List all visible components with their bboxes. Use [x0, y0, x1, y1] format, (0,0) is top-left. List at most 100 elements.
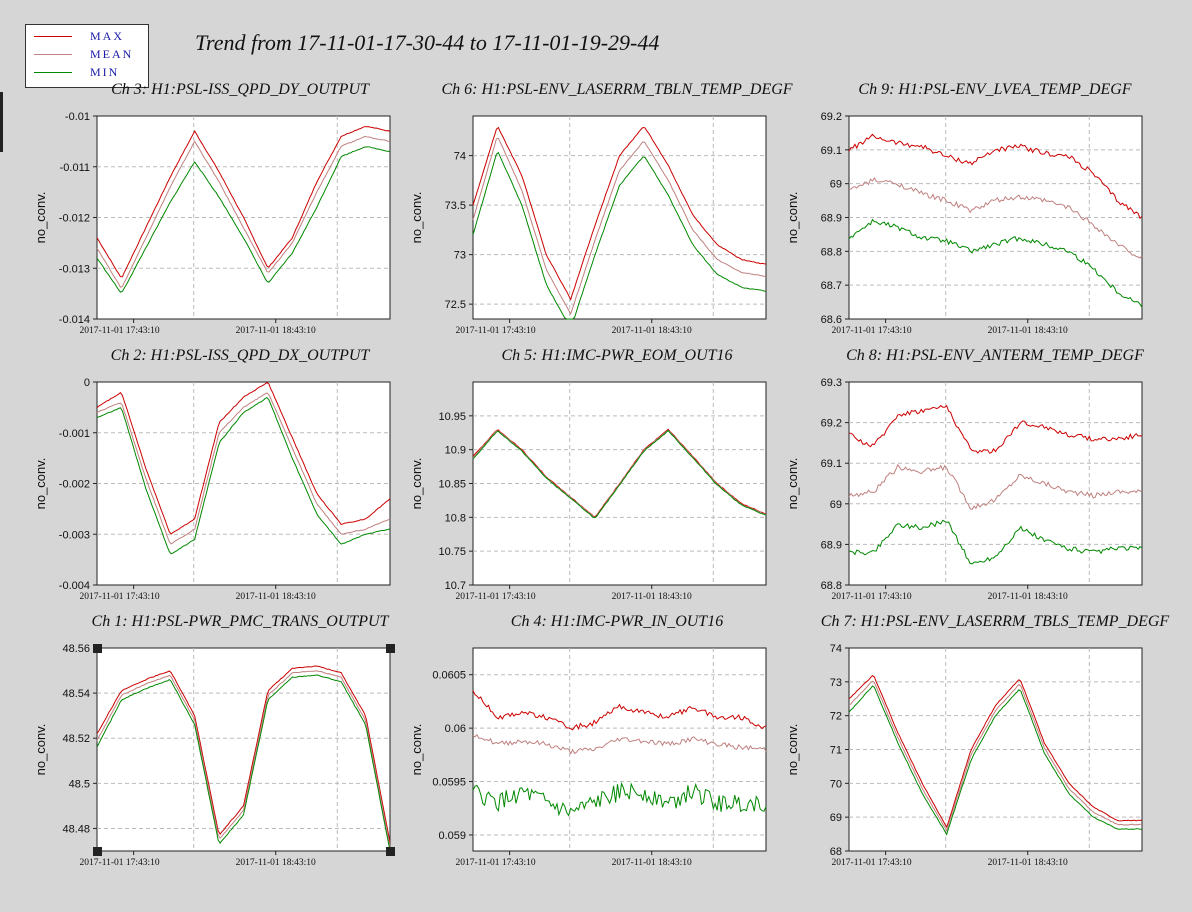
y-axis-label: no_conv. — [409, 458, 424, 510]
series-line-min — [848, 685, 1142, 836]
y-tick-label: 69.2 — [821, 418, 842, 430]
y-tick-label: 0 — [84, 377, 90, 389]
chart-5: Ch 5: H1:IMC-PWR_EOM_OUT16 10.95 10.9 10.85… — [409, 347, 767, 602]
y-tick-label: -0.013 — [59, 263, 90, 275]
y-tick-label: -0.001 — [59, 428, 90, 440]
y-tick-label: 0.06 — [445, 723, 466, 735]
legend-item-max: MAX — [34, 29, 146, 45]
series-line-mean — [96, 135, 391, 288]
plot-area — [472, 647, 767, 852]
y-axis-label: no_conv. — [33, 192, 48, 244]
window-edge — [0, 92, 3, 152]
series-line-mean — [96, 670, 391, 847]
x-tick-label: 2017-11-01 17:43:10 — [80, 858, 160, 868]
selection-handle — [386, 644, 395, 653]
y-tick-label: -0.002 — [59, 479, 90, 491]
legend-item-min: MIN — [34, 65, 146, 81]
chart-title: Ch 2: H1:PSL-ISS_QPD_DX_OUTPUT — [111, 347, 371, 364]
y-tick-label: 70 — [830, 778, 842, 790]
x-tick-label: 2017-11-01 17:43:10 — [832, 858, 912, 868]
chart-title: Ch 8: H1:PSL-ENV_ANTERM_TEMP_DEGF — [846, 347, 1144, 364]
series-line-min — [472, 781, 767, 817]
series-line-mean — [96, 392, 391, 545]
x-tick-label: 2017-11-01 18:43:10 — [612, 858, 692, 868]
y-tick-label: 69.2 — [821, 111, 842, 123]
series-line-max — [96, 665, 391, 843]
series-line-mean — [472, 137, 767, 316]
chart-title: Ch 6: H1:PSL-ENV_LASERRM_TBLN_TEMP_DEGF — [441, 81, 792, 98]
y-tick-label: 0.059 — [438, 830, 466, 842]
y-tick-label: 0.0605 — [432, 670, 466, 682]
series-line-max — [848, 133, 1143, 220]
y-tick-label: 68 — [830, 846, 842, 858]
y-tick-label: 69.1 — [821, 458, 842, 470]
page-title: Trend from 17-11-01-17-30-44 to 17-11-01… — [195, 30, 660, 55]
x-tick-label: 2017-11-01 18:43:10 — [236, 326, 316, 336]
y-tick-label: 69.1 — [821, 145, 842, 157]
selection-handle — [93, 644, 102, 653]
series-line-min — [848, 218, 1143, 308]
y-tick-label: 73 — [454, 250, 466, 262]
y-tick-label: 10.85 — [438, 479, 466, 491]
y-tick-label: 68.7 — [821, 280, 842, 292]
legend: MAX MEAN MIN — [25, 24, 149, 88]
y-tick-label: 10.7 — [445, 580, 466, 592]
chart-title: Ch 4: H1:IMC-PWR_IN_OUT16 — [511, 613, 723, 630]
y-axis-label: no_conv. — [33, 458, 48, 510]
chart-4: Ch 2: H1:PSL-ISS_QPD_DX_OUTPUT 0 -0.001 -0.… — [33, 347, 391, 602]
y-tick-label: 68.8 — [821, 246, 842, 258]
y-tick-label: 69 — [830, 812, 842, 824]
x-tick-label: 2017-11-01 17:43:10 — [832, 592, 912, 602]
chart-7: Ch 1: H1:PSL-PWR_PMC_TRANS_OUTPUT 48.56 48… — [33, 613, 391, 868]
selection-handle — [386, 847, 395, 856]
x-tick-label: 2017-11-01 18:43:10 — [236, 592, 316, 602]
selection-handle — [93, 847, 102, 856]
y-tick-label: 71 — [830, 745, 842, 757]
series-line-max — [96, 381, 391, 535]
y-tick-label: -0.003 — [59, 529, 90, 541]
series-line-max — [848, 675, 1143, 829]
y-tick-label: -0.014 — [59, 314, 90, 326]
chart-3: Ch 9: H1:PSL-ENV_LVEA_TEMP_DEGF 69.2 69.1 6… — [785, 81, 1143, 336]
series-line-max — [472, 126, 767, 301]
y-axis-label: no_conv. — [785, 192, 800, 244]
series-line-max — [472, 690, 767, 731]
plot-area — [848, 381, 1143, 586]
y-tick-label: 74 — [454, 151, 466, 163]
series-line-min — [472, 151, 767, 320]
y-axis-label: no_conv. — [785, 724, 800, 776]
y-tick-label: 0.0595 — [432, 777, 466, 789]
chart-8: Ch 4: H1:IMC-PWR_IN_OUT16 0.0605 0.06 0.059… — [409, 613, 767, 868]
y-tick-label: 48.48 — [62, 823, 90, 835]
legend-swatch-mean — [34, 54, 72, 55]
y-tick-label: 72 — [830, 711, 842, 723]
legend-item-mean: MEAN — [34, 47, 146, 63]
y-tick-label: 72.5 — [445, 299, 466, 311]
y-tick-label: -0.004 — [59, 580, 90, 592]
y-tick-label: 10.8 — [445, 512, 466, 524]
y-tick-label: 10.75 — [438, 546, 466, 558]
series-line-max — [848, 404, 1143, 454]
chart-title: Ch 7: H1:PSL-ENV_LASERRM_TBLS_TEMP_DEGF — [821, 613, 1170, 630]
y-axis-label: no_conv. — [33, 724, 48, 776]
y-tick-label: 48.54 — [62, 688, 90, 700]
y-tick-label: 73 — [830, 677, 842, 689]
x-tick-label: 2017-11-01 17:43:10 — [832, 326, 912, 336]
y-tick-label: -0.011 — [60, 162, 90, 174]
series-line-min — [96, 396, 391, 555]
x-tick-label: 2017-11-01 17:43:10 — [80, 326, 160, 336]
y-tick-label: -0.01 — [65, 111, 90, 123]
y-tick-label: 68.8 — [821, 580, 842, 592]
series-line-mean — [848, 463, 1143, 511]
x-tick-label: 2017-11-01 18:43:10 — [612, 326, 692, 336]
legend-swatch-max — [34, 36, 72, 37]
y-tick-label: 68.9 — [821, 213, 842, 225]
y-tick-label: 48.5 — [69, 778, 90, 790]
legend-swatch-min — [34, 72, 72, 73]
plot-area — [96, 647, 391, 852]
chart-9: Ch 7: H1:PSL-ENV_LASERRM_TBLS_TEMP_DEGF 7… — [785, 613, 1169, 868]
chart-title: Ch 9: H1:PSL-ENV_LVEA_TEMP_DEGF — [858, 81, 1131, 98]
y-axis-label: no_conv. — [409, 192, 424, 244]
chart-6: Ch 8: H1:PSL-ENV_ANTERM_TEMP_DEGF 69.3 69.… — [785, 347, 1144, 602]
